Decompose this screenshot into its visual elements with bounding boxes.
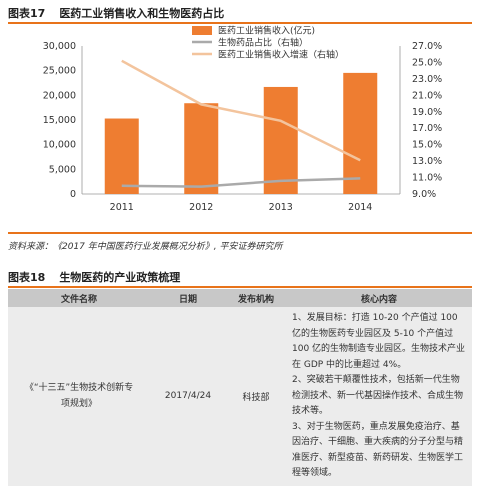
legend-label: 医药工业销售收入增速（右轴） (218, 49, 344, 61)
legend-swatch-bar (192, 26, 212, 35)
header-agency: 发布机构 (226, 289, 286, 307)
bar (184, 103, 219, 194)
figure18-header: 图表18 生物医药的产业政策梳理 (8, 268, 180, 286)
header-file-name: 文件名称 (8, 289, 150, 307)
y-right-tick-label: 11.0% (412, 173, 442, 184)
y-left-tick-label: 30,000 (43, 41, 76, 52)
header-core-content: 核心内容 (286, 289, 472, 307)
cell-core-content: 1、发展目标：打造 10-20 个产值过 100 亿的生物医药专业园区及 5-1… (286, 307, 472, 486)
y-right-tick-label: 19.0% (412, 107, 442, 118)
bar (104, 118, 139, 194)
cell-date: 2017/4/24 (150, 307, 226, 486)
figure17-header: 图表17 医药工业销售收入和生物医药占比 (8, 4, 224, 22)
policy-table: 文件名称 日期 发布机构 核心内容 《“十三五”生物技术创新专项规划》 2017… (8, 289, 472, 486)
content-item: 1、发展目标：打造 10-20 个产值过 100 亿的生物医药专业园区及 5-1… (292, 313, 466, 370)
figure17-divider (8, 22, 472, 24)
legend-label: 生物药品占比（右轴） (218, 37, 308, 49)
y-right-tick-label: 21.0% (412, 90, 442, 101)
table-row: 《“十三五”生物技术创新专项规划》 2017/4/24 科技部 1、发展目标：打… (8, 307, 472, 486)
bar (343, 72, 378, 194)
y-right-tick-label: 27.0% (412, 41, 442, 52)
chart-bottom-divider (8, 232, 472, 234)
y-left-tick-label: 10,000 (43, 140, 76, 151)
cell-agency: 科技部 (226, 307, 286, 486)
content-item: 3、对于生物医药，重点发展免疫治疗、基因治疗、干细胞、重大疾病的分子分型与精准医… (292, 421, 464, 479)
series-line (121, 177, 361, 188)
y-right-tick-label: 23.0% (412, 74, 442, 85)
y-right-tick-label: 15.0% (412, 140, 442, 151)
series-line (121, 59, 361, 162)
figure17-label: 图表17 (8, 7, 46, 20)
y-left-tick-label: 20,000 (43, 90, 76, 101)
figure18-title: 生物医药的产业政策梳理 (59, 271, 181, 284)
x-tick-label: 2014 (348, 202, 372, 213)
y-right-tick-label: 13.0% (412, 156, 442, 167)
source-note: 资料来源：《2017 年中国医药行业发展概况分析》, 平安证券研究所 (8, 242, 283, 252)
figure18-label: 图表18 (8, 271, 46, 284)
y-right-tick-label: 17.0% (412, 123, 442, 134)
x-tick-label: 2011 (110, 202, 134, 213)
y-left-tick-label: 0 (70, 189, 76, 200)
y-left-tick-label: 25,000 (43, 66, 76, 77)
content-item: 2、突破若干颠覆性技术，包括新一代生物检测技术、新一代基因操作技术、合成生物技术… (292, 375, 464, 416)
x-tick-label: 2012 (189, 202, 213, 213)
y-left-tick-label: 15,000 (43, 115, 76, 126)
legend-label: 医药工业销售收入(亿元) (218, 25, 315, 37)
x-tick-label: 2013 (269, 202, 293, 213)
bar (263, 86, 298, 194)
y-right-tick-label: 9.0% (412, 189, 436, 200)
y-right-tick-label: 25.0% (412, 57, 442, 68)
y-left-tick-label: 5,000 (49, 164, 76, 175)
header-date: 日期 (150, 289, 226, 307)
combo-chart: 0 5,000 10,000 15,000 20,000 25,000 30,000 9.0%… (43, 25, 442, 214)
figure17-title: 医药工业销售收入和生物医药占比 (59, 7, 225, 20)
figure18-divider (8, 286, 472, 288)
cell-file-name: 《“十三五”生物技术创新专项规划》 (8, 307, 150, 486)
table-header-row: 文件名称 日期 发布机构 核心内容 (8, 289, 472, 307)
